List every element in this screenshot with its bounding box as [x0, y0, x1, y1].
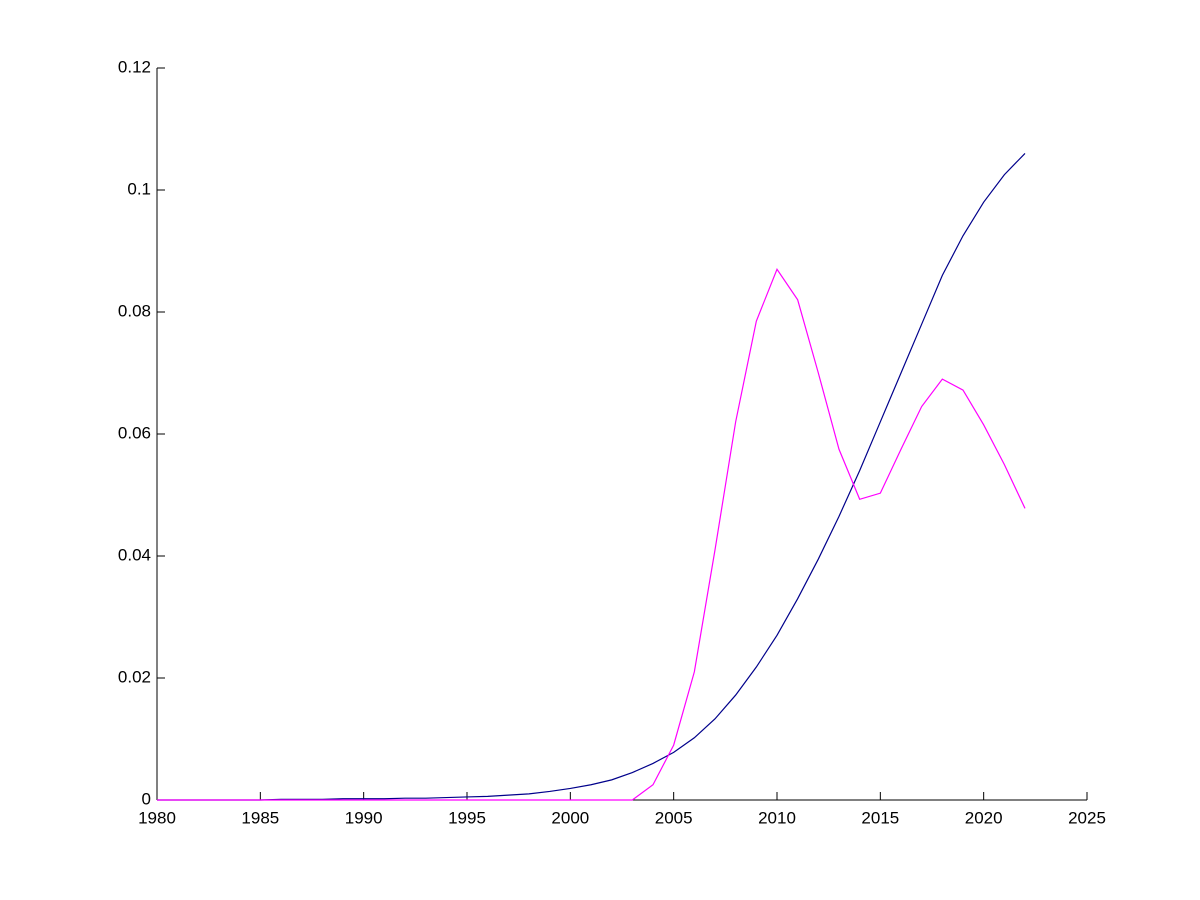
y-tick-label: 0.06 [118, 423, 151, 442]
x-tick-label: 2020 [965, 808, 1003, 827]
x-tick-label: 1995 [448, 808, 486, 827]
y-tick-label: 0 [142, 789, 151, 808]
line [157, 152, 1026, 801]
x-tick-label: 1985 [241, 808, 279, 827]
x-tick-label: 2005 [655, 808, 693, 827]
x-tick-label: 2025 [1068, 808, 1106, 827]
x-tick-label: 1990 [345, 808, 383, 827]
y-tick-label: 0.08 [118, 301, 151, 320]
line [157, 268, 1026, 801]
y-tick-label: 0.02 [118, 667, 151, 686]
x-tick-label: 2015 [861, 808, 899, 827]
y-tick-label: 0.04 [118, 545, 151, 564]
x-tick-label: 2000 [551, 808, 589, 827]
x-tick-label: 1980 [138, 808, 176, 827]
y-tick-label: 0.12 [118, 57, 151, 76]
x-tick-label: 2010 [758, 808, 796, 827]
y-tick-label: 0.1 [127, 179, 151, 198]
